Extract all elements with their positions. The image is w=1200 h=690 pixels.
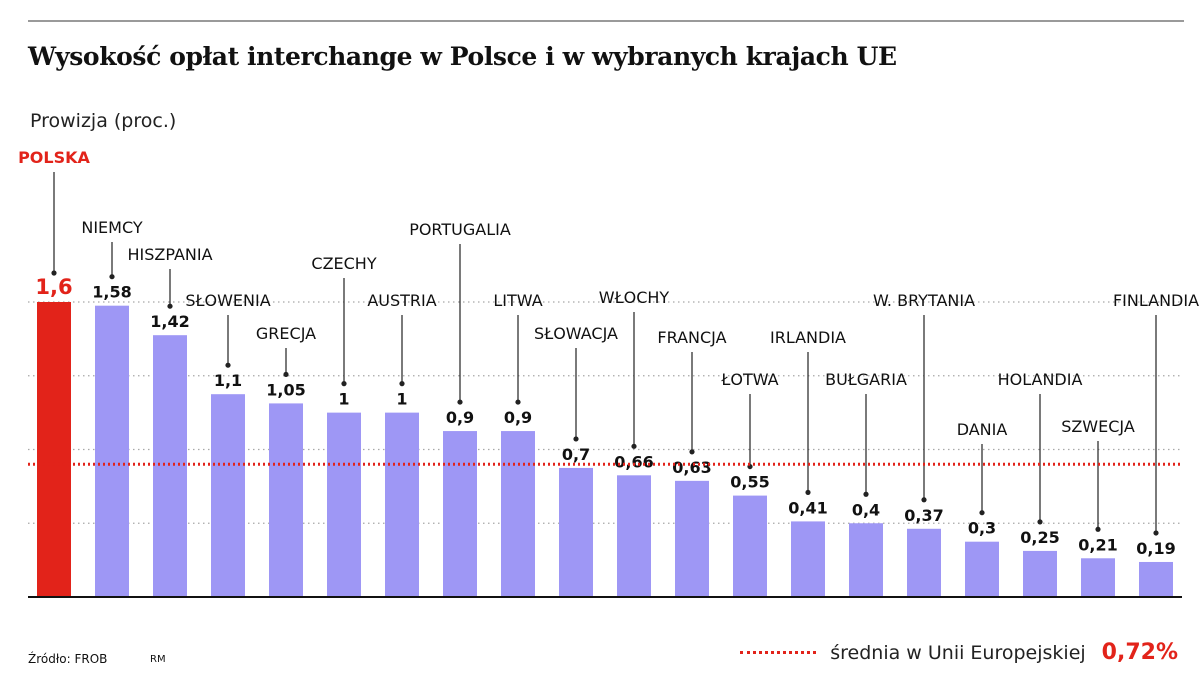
bar-4: [211, 394, 245, 597]
leader-dot-20: [1153, 530, 1159, 536]
leader-dot-16: [921, 497, 927, 503]
bar-7: [385, 412, 419, 597]
bar-1: [37, 302, 71, 597]
value-label-2: 1,58: [92, 283, 131, 302]
bar-6: [327, 412, 361, 597]
category-label-19: SZWECJA: [1061, 417, 1135, 436]
value-label-9: 0,9: [504, 408, 532, 427]
category-label-17: DANIA: [957, 420, 1008, 439]
value-label-19: 0,21: [1078, 535, 1117, 554]
category-label-3: HISZPANIA: [127, 245, 212, 264]
bar-13: [733, 495, 767, 597]
bar-11: [617, 475, 651, 597]
bar-16: [907, 528, 941, 597]
category-label-9: LITWA: [493, 291, 542, 310]
category-label-13: ŁOTWA: [720, 370, 778, 389]
bar-18: [1023, 550, 1057, 597]
leader-dot-5: [283, 371, 289, 378]
value-label-1: 1,6: [35, 275, 72, 299]
category-label-4: SŁOWENIA: [185, 291, 270, 310]
bar-3: [153, 335, 187, 597]
bar-5: [269, 403, 303, 597]
value-label-12: 0,63: [672, 458, 711, 477]
legend-average-label: średnia w Unii Europejskiej: [830, 641, 1086, 664]
value-label-18: 0,25: [1020, 528, 1059, 547]
category-label-20: FINLANDIA: [1113, 291, 1199, 310]
bar-9: [501, 431, 535, 597]
leader-dot-7: [399, 381, 405, 387]
leader-dot-9: [515, 399, 521, 405]
value-label-13: 0,55: [730, 473, 769, 492]
value-label-11: 0,66: [614, 452, 653, 471]
bar-15: [849, 523, 883, 597]
leader-dot-8: [457, 399, 463, 405]
bar-19: [1081, 558, 1115, 597]
leader-dot-10: [573, 436, 579, 442]
category-label-7: AUSTRIA: [367, 291, 436, 310]
category-label-10: SŁOWACJA: [534, 324, 618, 343]
category-label-8: PORTUGALIA: [409, 220, 511, 239]
category-label-18: HOLANDIA: [998, 370, 1083, 389]
leader-dot-3: [167, 303, 173, 309]
chart-title: Wysokość opłat interchange w Polsce i w …: [28, 42, 897, 71]
category-label-12: FRANCJA: [657, 328, 726, 347]
leader-dot-6: [341, 381, 347, 387]
leader-dot-1: [51, 270, 57, 276]
author-initials: RM: [150, 654, 166, 665]
legend: średnia w Unii Europejskiej 0,72%: [740, 640, 1178, 665]
leader-dot-17: [979, 510, 985, 516]
value-label-4: 1,1: [214, 371, 242, 390]
leader-dot-2: [109, 274, 115, 280]
bar-8: [443, 431, 477, 597]
value-label-5: 1,05: [266, 380, 305, 399]
leader-dot-15: [863, 491, 869, 497]
value-label-7: 1: [396, 390, 407, 409]
value-label-3: 1,42: [150, 312, 189, 331]
leader-dot-4: [225, 362, 231, 368]
legend-average-value: 0,72%: [1101, 640, 1178, 665]
category-label-5: GRECJA: [256, 324, 316, 343]
value-label-16: 0,37: [904, 506, 943, 525]
top-rule: [28, 20, 1184, 22]
category-label-16: W. BRYTANIA: [873, 291, 975, 310]
category-label-15: BUŁGARIA: [825, 370, 907, 389]
bar-20: [1139, 561, 1173, 597]
leader-dot-12: [689, 449, 695, 455]
bar-2: [95, 305, 129, 597]
leader-dot-18: [1037, 519, 1043, 525]
value-label-10: 0,7: [562, 445, 590, 464]
value-label-8: 0,9: [446, 408, 474, 427]
category-label-2: NIEMCY: [81, 218, 142, 237]
value-label-17: 0,3: [968, 519, 996, 538]
bar-14: [791, 521, 825, 597]
category-label-1: POLSKA: [18, 148, 90, 167]
legend-average-line: [740, 651, 817, 654]
source-note: Źródło: FROB: [28, 652, 108, 666]
category-label-6: CZECHY: [311, 254, 376, 273]
category-label-14: IRLANDIA: [770, 328, 846, 347]
value-label-6: 1: [338, 390, 349, 409]
bar-12: [675, 480, 709, 597]
leader-dot-14: [805, 489, 811, 496]
leader-dot-11: [631, 443, 637, 449]
category-label-11: WŁOCHY: [599, 288, 670, 307]
value-label-20: 0,19: [1136, 539, 1175, 558]
bar-10: [559, 467, 593, 597]
value-label-14: 0,41: [788, 498, 827, 517]
bar-17: [965, 541, 999, 597]
value-label-15: 0,4: [852, 500, 880, 519]
leader-dot-19: [1095, 526, 1101, 532]
y-axis-label: Prowizja (proc.): [30, 110, 177, 132]
